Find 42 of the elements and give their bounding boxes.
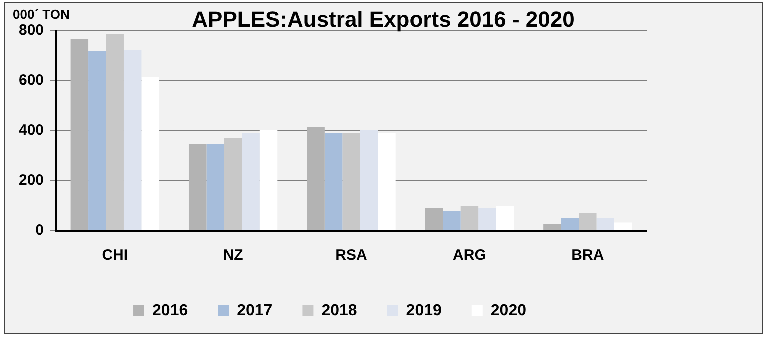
y-tick-label: 400: [18, 122, 44, 140]
x-tick-label: NZ: [223, 247, 244, 264]
legend-label: 2020: [490, 302, 527, 320]
legend-label: 2017: [237, 302, 273, 320]
bar: [378, 133, 396, 230]
chart-title: APPLES:Austral Exports 2016 - 2020: [192, 7, 575, 32]
legend-label: 2019: [406, 302, 442, 320]
y-tick-label: 800: [18, 22, 44, 40]
bar: [614, 222, 632, 230]
y-tick-label: 200: [18, 172, 44, 190]
bar: [224, 138, 242, 230]
legend-label: 2016: [152, 302, 188, 320]
x-tick-label: ARG: [453, 247, 486, 264]
bar: [478, 208, 496, 230]
bar: [88, 51, 106, 230]
x-tick-label: RSA: [336, 247, 368, 264]
bar: [307, 127, 325, 230]
x-tick-label: BRA: [572, 247, 604, 264]
bar: [443, 211, 461, 230]
y-axis-title: 000´ TON: [13, 7, 70, 22]
bar: [342, 133, 360, 230]
bar: [579, 213, 597, 230]
bar: [425, 208, 444, 230]
bar: [260, 130, 278, 230]
bar: [70, 39, 89, 230]
bar: [142, 78, 160, 230]
y-tick-label: 0: [36, 222, 44, 240]
legend-label: 2018: [322, 302, 358, 320]
bar: [242, 134, 260, 230]
bar: [561, 218, 580, 230]
x-tick-label: CHI: [102, 247, 128, 264]
bar: [324, 133, 343, 230]
bar: [106, 34, 124, 230]
bar: [544, 224, 562, 230]
bar: [496, 206, 514, 230]
bar: [124, 50, 142, 230]
bar: [188, 144, 207, 230]
bar: [460, 206, 479, 230]
y-tick-label: 600: [18, 72, 44, 90]
bar: [596, 218, 614, 230]
bar: [206, 144, 224, 230]
bar: [360, 130, 378, 230]
